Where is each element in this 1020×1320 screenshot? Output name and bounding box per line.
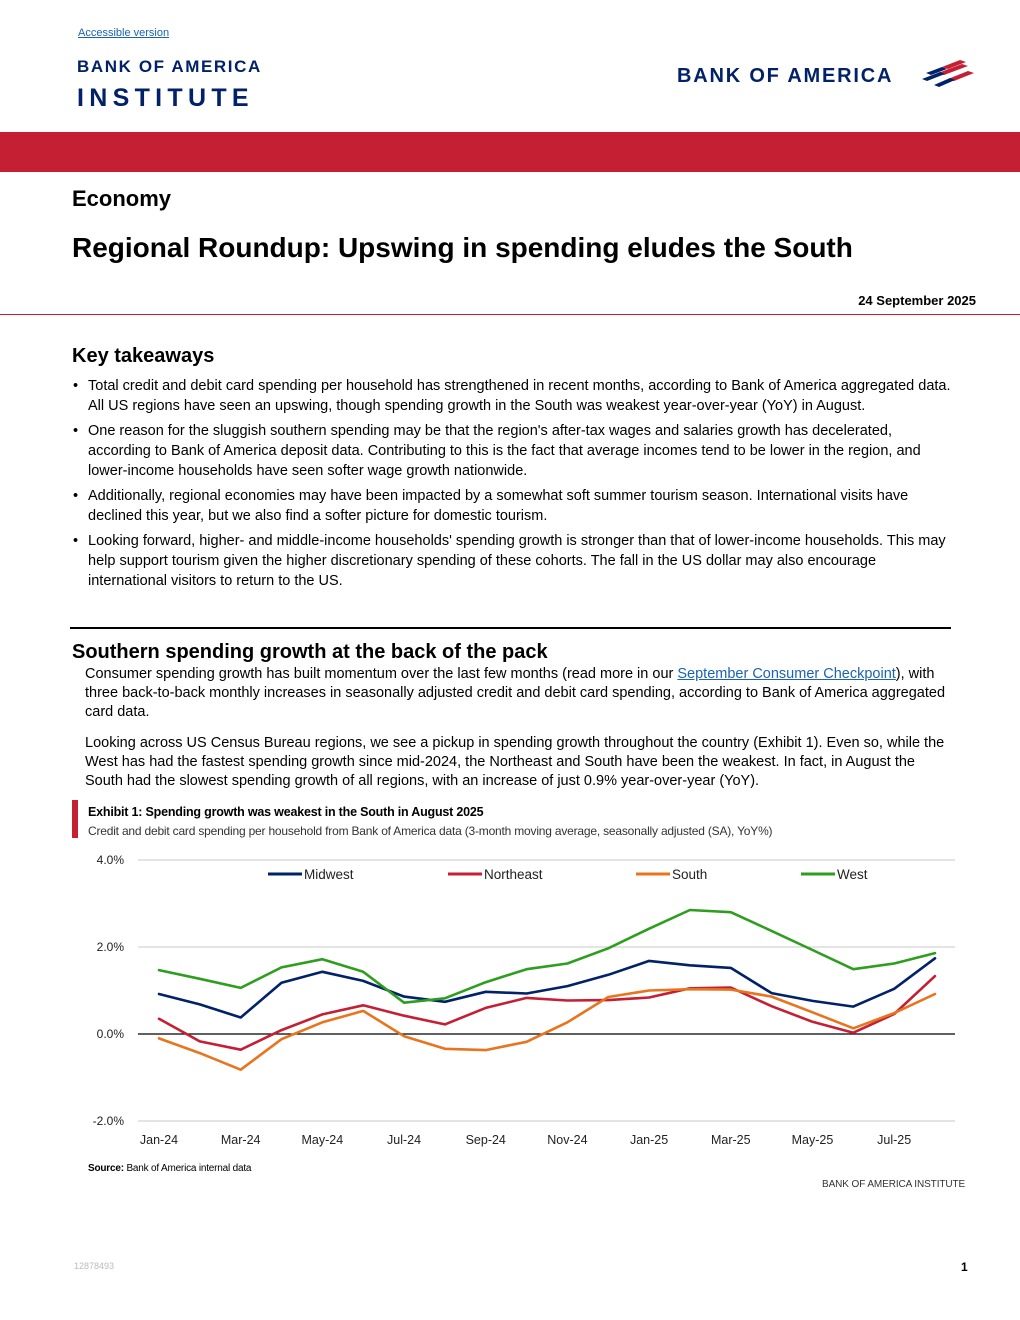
source-label: Source:: [88, 1163, 124, 1174]
header-red-band: [0, 132, 1020, 172]
exhibit-marker: [72, 800, 78, 838]
y-tick-label: 0.0%: [97, 1027, 125, 1041]
institute-logo-line2: INSTITUTE: [77, 84, 254, 112]
section-label: Economy: [72, 186, 172, 211]
document-id: 12878493: [74, 1261, 115, 1271]
series-line-west: [157, 908, 937, 1004]
x-tick-label: May-25: [792, 1133, 834, 1147]
chart-footer-brand: BANK OF AMERICA INSTITUTE: [822, 1179, 966, 1190]
takeaway-item: One reason for the sluggish southern spe…: [72, 421, 952, 481]
paragraph-text: Consumer spending growth has built momen…: [85, 666, 678, 682]
body-paragraph: Consumer spending growth has built momen…: [85, 665, 955, 722]
x-tick-label: Jan-24: [140, 1133, 178, 1147]
page-title: Regional Roundup: Upswing in spending el…: [72, 232, 853, 263]
x-tick-label: Mar-25: [711, 1133, 751, 1147]
x-tick-label: Sep-24: [466, 1133, 506, 1147]
institute-logo-line1: BANK OF AMERICA: [77, 57, 262, 76]
section-heading: Southern spending growth at the back of …: [72, 641, 548, 663]
exhibit-title: Exhibit 1: Spending growth was weakest i…: [88, 805, 484, 819]
chart-source: Source: Bank of America internal data: [88, 1163, 251, 1174]
takeaway-item: Additionally, regional economies may hav…: [72, 486, 952, 526]
y-tick-label: 4.0%: [97, 853, 125, 867]
legend-label-midwest: Midwest: [304, 867, 354, 882]
body-paragraph: Looking across US Census Bureau regions,…: [85, 735, 945, 789]
x-tick-label: Nov-24: [547, 1133, 587, 1147]
x-tick-label: Jan-25: [630, 1133, 668, 1147]
spending-growth-line-chart: -2.0% 0.0% 2.0% 4.0% Jan-24 Mar-24 May-24 Jul-2…: [93, 853, 955, 1147]
consumer-checkpoint-link[interactable]: September Consumer Checkpoint: [677, 666, 896, 682]
title-divider: [0, 314, 1020, 315]
series-line-midwest: [157, 957, 937, 1019]
takeaway-item: Total credit and debit card spending per…: [72, 376, 952, 416]
publication-date: 24 September 2025: [858, 293, 976, 308]
page-number: 1: [961, 1260, 968, 1274]
y-tick-label: 2.0%: [97, 940, 125, 954]
y-tick-label: -2.0%: [93, 1114, 125, 1128]
section-divider: [70, 627, 951, 629]
legend-label-south: South: [672, 867, 707, 882]
key-takeaways-heading: Key takeaways: [72, 345, 215, 367]
x-tick-label: May-24: [302, 1133, 344, 1147]
accessible-version-link[interactable]: Accessible version: [78, 27, 170, 39]
exhibit-subtitle: Credit and debit card spending per house…: [88, 824, 773, 838]
source-text: Bank of America internal data: [126, 1163, 252, 1174]
x-tick-label: Jul-24: [387, 1133, 421, 1147]
key-takeaways-list: Total credit and debit card spending per…: [72, 376, 952, 596]
x-tick-label: Mar-24: [221, 1133, 261, 1147]
x-tick-label: Jul-25: [877, 1133, 911, 1147]
series-line-northeast: [157, 974, 937, 1051]
flag-logo-icon: [922, 60, 974, 87]
legend-label-west: West: [837, 867, 868, 882]
legend-label-northeast: Northeast: [484, 867, 543, 882]
paragraph-text: ), with three back-to-back monthly incre…: [85, 666, 946, 720]
takeaway-item: Looking forward, higher- and middle-inco…: [72, 531, 952, 591]
series-line-south: [157, 987, 937, 1071]
bank-of-america-logo-text: BANK OF AMERICA: [677, 65, 894, 87]
